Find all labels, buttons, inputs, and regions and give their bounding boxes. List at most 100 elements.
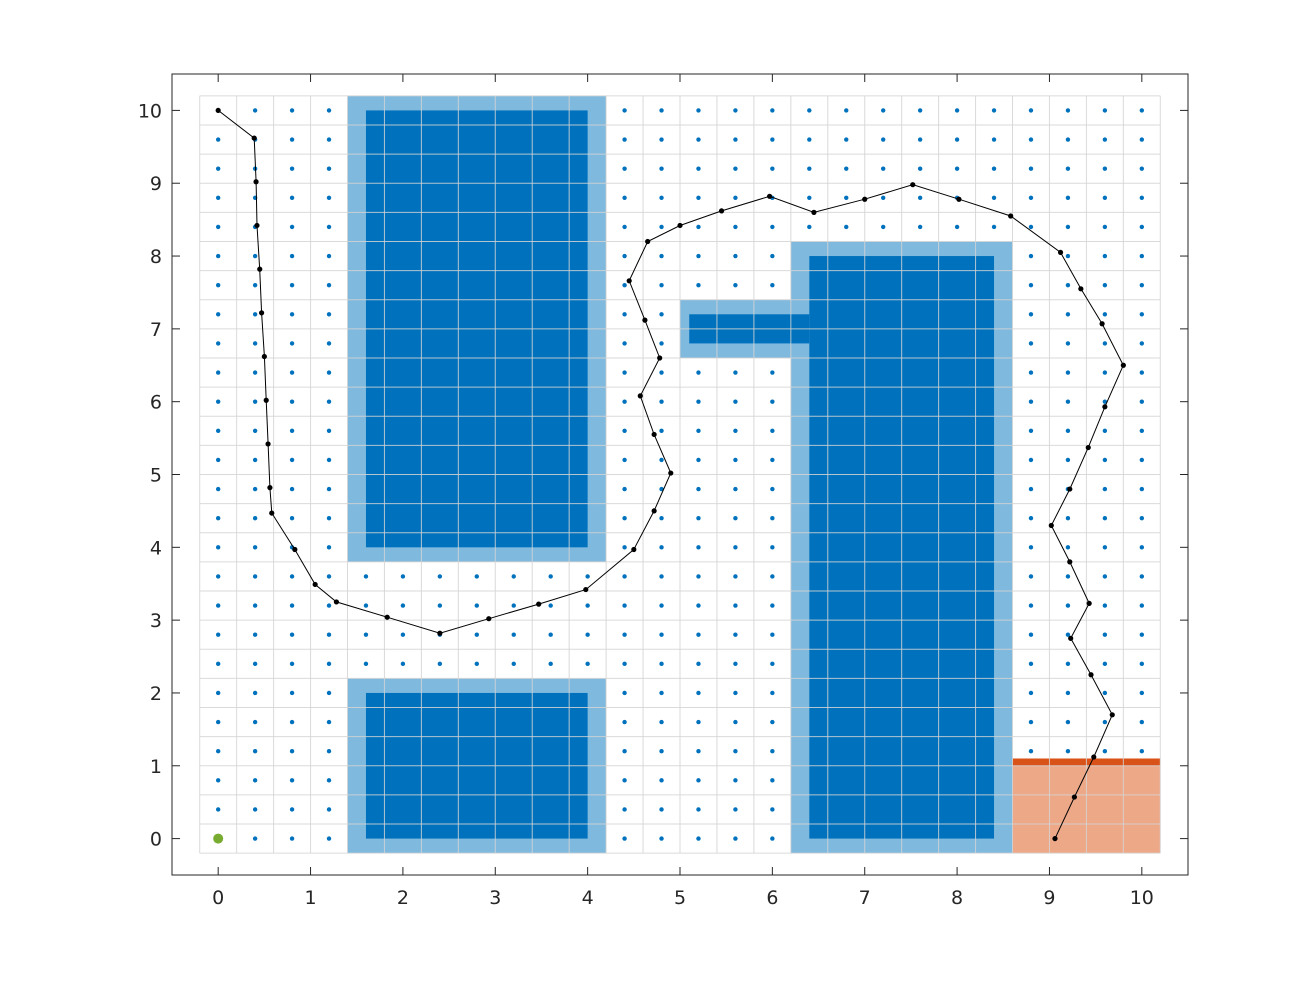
sample-point	[733, 807, 738, 812]
path-waypoint	[645, 238, 651, 245]
path-waypoint	[583, 586, 589, 593]
path-waypoint	[1091, 754, 1097, 760]
sample-point	[1028, 719, 1034, 725]
x-tick-label: 5	[674, 887, 686, 909]
sample-point	[215, 515, 221, 521]
sample-point	[696, 486, 701, 492]
path-waypoint	[631, 546, 637, 553]
sample-point	[215, 807, 221, 812]
sample-point	[215, 690, 221, 696]
sample-point	[1102, 312, 1108, 317]
sample-point	[807, 224, 812, 230]
sample-point	[1065, 312, 1071, 317]
sample-point	[659, 370, 664, 375]
sample-point	[696, 224, 701, 230]
path-waypoint	[1085, 444, 1091, 451]
path-waypoint	[637, 393, 643, 399]
sample-point	[770, 137, 775, 142]
sample-point	[622, 515, 627, 521]
sample-point	[1139, 690, 1145, 696]
sample-point	[770, 515, 775, 521]
sample-point	[252, 574, 258, 579]
sample-point	[289, 224, 295, 230]
path-waypoint	[718, 208, 725, 214]
sample-point	[991, 166, 997, 171]
sample-point	[289, 632, 295, 637]
sample-point	[917, 166, 923, 171]
sample-point	[954, 108, 960, 113]
sample-point	[659, 778, 664, 783]
sample-point	[807, 108, 812, 113]
sample-point	[622, 166, 627, 171]
sample-point	[1065, 224, 1071, 230]
path-waypoint	[651, 508, 657, 514]
sample-point	[1028, 399, 1034, 404]
sample-point	[363, 574, 369, 579]
sample-point	[326, 428, 332, 434]
sample-point	[289, 836, 295, 841]
path-waypoint	[258, 310, 265, 316]
sample-point	[991, 137, 997, 142]
sample-point	[289, 574, 295, 579]
sample-point	[659, 312, 664, 317]
sample-point	[326, 836, 332, 841]
y-tick-label: 6	[150, 392, 162, 414]
sample-point	[326, 224, 332, 230]
sample-point	[770, 778, 775, 783]
sample-point	[622, 108, 627, 113]
sample-point	[289, 195, 295, 200]
sample-point	[733, 195, 738, 200]
sample-point	[659, 282, 664, 288]
sample-point	[622, 603, 627, 608]
sample-point	[1139, 224, 1145, 230]
sample-point	[1065, 690, 1071, 696]
path-waypoint	[263, 397, 269, 403]
sample-point	[1028, 282, 1034, 288]
sample-point	[770, 457, 775, 463]
path-waypoint	[1086, 600, 1092, 606]
sample-point	[1102, 428, 1108, 434]
path-waypoint	[1109, 712, 1115, 718]
sample-point	[733, 428, 738, 434]
sample-point	[215, 778, 221, 783]
sample-point	[252, 603, 258, 608]
sample-point	[1065, 632, 1071, 637]
sample-point	[696, 545, 701, 550]
sample-point	[659, 166, 664, 171]
sample-point	[326, 195, 332, 200]
sample-point	[696, 661, 701, 667]
sample-point	[659, 603, 664, 608]
sample-point	[770, 224, 775, 230]
sample-point	[696, 195, 701, 200]
sample-point	[622, 224, 627, 230]
y-tick-label: 5	[150, 465, 162, 487]
path-waypoint	[1099, 321, 1105, 327]
sample-point	[770, 632, 775, 637]
sample-point	[363, 603, 369, 608]
sample-point	[289, 778, 295, 783]
sample-point	[289, 719, 295, 725]
sample-point	[1139, 341, 1145, 346]
path-waypoint	[267, 485, 273, 491]
sample-point	[733, 574, 738, 579]
sample-point	[215, 428, 221, 434]
sample-point	[917, 108, 923, 113]
sample-point	[881, 137, 886, 142]
sample-point	[622, 253, 627, 259]
sample-point	[844, 108, 849, 113]
sample-point	[1102, 661, 1108, 667]
path-waypoint	[536, 601, 542, 607]
sample-point	[585, 574, 590, 579]
sample-point	[622, 807, 627, 812]
sample-point	[252, 749, 258, 754]
y-tick-label: 10	[138, 100, 162, 122]
sample-point	[696, 515, 701, 521]
sample-point	[474, 574, 479, 579]
sample-point	[696, 428, 701, 434]
sample-point	[1102, 253, 1108, 259]
sample-point	[696, 370, 701, 375]
sample-point	[622, 778, 627, 783]
y-tick-label: 9	[150, 173, 162, 195]
sample-point	[1028, 574, 1034, 579]
sample-point	[289, 749, 295, 754]
